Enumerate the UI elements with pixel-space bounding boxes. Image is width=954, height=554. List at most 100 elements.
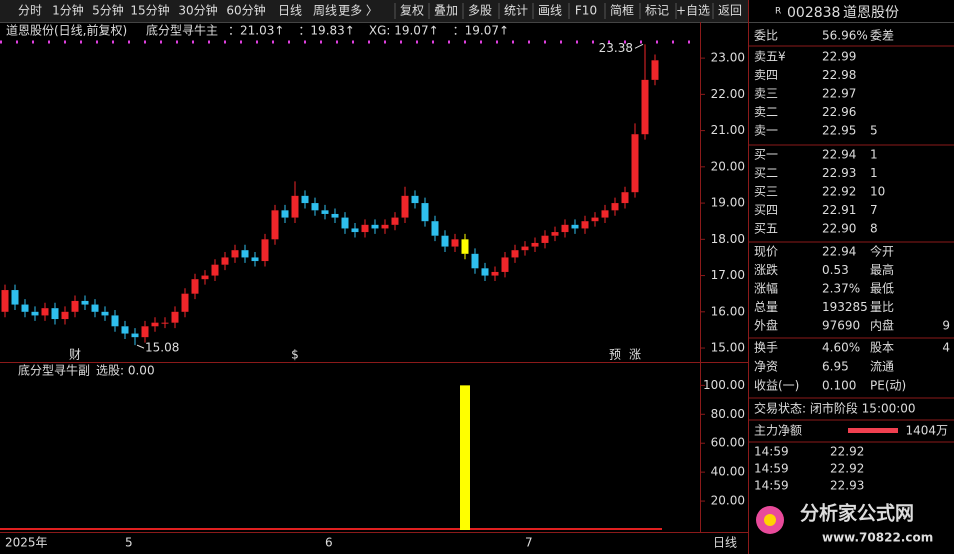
candle-body — [171, 311, 179, 323]
quote-cell: 最高 — [870, 262, 894, 277]
quote-cell: 买四 — [754, 203, 778, 217]
min-pointer — [136, 344, 145, 349]
candle-body — [361, 224, 369, 233]
trade-price: 22.92 — [830, 445, 864, 459]
y-tick-label: 20.00 — [711, 494, 745, 508]
quote-cell: 买一 — [754, 148, 778, 162]
candle-body — [1, 290, 9, 312]
candle-body — [551, 232, 559, 236]
trade-status: 交易状态: 闭市阶段 15:00:00 — [754, 401, 916, 416]
candle-body — [501, 257, 509, 272]
period-tab[interactable]: 分时 — [18, 4, 42, 18]
toolbar-button[interactable]: 统计 — [504, 4, 528, 18]
quote-cell: 56.96% — [822, 29, 868, 43]
period-tab[interactable]: 日线 — [278, 4, 302, 18]
legend-value: ：19.83↑ — [298, 24, 354, 38]
candle-body — [231, 250, 239, 258]
max-pointer — [634, 43, 644, 49]
quote-cell: 7 — [870, 203, 878, 217]
quote-cell: 换手 — [754, 341, 778, 355]
period-tab[interactable]: 周线 — [313, 4, 337, 18]
candle-body — [251, 257, 259, 262]
quote-cell: 1 — [870, 166, 878, 180]
candle-body — [431, 221, 439, 236]
period-tab[interactable]: 更多 〉 — [338, 4, 378, 18]
toolbar-button[interactable]: +自选 — [676, 4, 710, 18]
candle-body — [211, 264, 219, 276]
candle-body — [261, 239, 269, 262]
y-tick-label: 22.00 — [711, 87, 745, 101]
candle-body — [411, 195, 419, 204]
quote-cell: 最低 — [870, 282, 894, 296]
candle-body — [601, 210, 609, 218]
candle-body — [151, 322, 159, 327]
candle-body — [481, 268, 489, 276]
period-tab[interactable]: 5分钟 — [92, 3, 124, 18]
candle-body — [111, 315, 119, 327]
quote-cell: 22.99 — [822, 50, 856, 64]
quote-cell: 流通 — [870, 360, 894, 374]
chart-title: 道恩股份(日线,前复权) — [6, 23, 127, 38]
candle-body — [271, 210, 279, 240]
candle-body — [131, 333, 139, 338]
toolbar-button[interactable]: 画线 — [538, 4, 562, 18]
candle-body — [351, 228, 359, 233]
y-tick-label: 100.00 — [703, 378, 745, 392]
quote-cell: 97690 — [822, 319, 860, 333]
quote-cell: 股本 — [870, 341, 894, 355]
period-tab[interactable]: 1分钟 — [52, 3, 84, 18]
quote-cell: 22.98 — [822, 68, 856, 82]
stock-name: 道恩股份 — [843, 5, 899, 21]
y-tick-label: 16.00 — [711, 304, 745, 318]
quote-cell: 22.94 — [822, 148, 856, 162]
candle-body — [191, 279, 199, 294]
toolbar-button[interactable]: 标记 — [645, 4, 669, 18]
toolbar-button[interactable]: 简框 — [610, 4, 634, 18]
trade-time: 14:59 — [754, 462, 789, 476]
sub-indicator-value: 选股: 0.00 — [96, 364, 155, 378]
candle-body — [101, 311, 109, 316]
toolbar — [0, 0, 748, 22]
quote-cell: 卖一 — [754, 124, 778, 138]
toolbar-button[interactable]: 叠加 — [434, 4, 458, 18]
flow-bar — [848, 428, 898, 433]
watermark-title: 分析家公式网 — [800, 502, 914, 525]
legend-value: ：19.07↑ — [453, 24, 509, 38]
candle-body — [331, 213, 339, 218]
x-tick-label: 6 — [325, 536, 333, 550]
candle-body — [611, 203, 619, 211]
period-tab[interactable]: 15分钟 — [130, 3, 169, 18]
quote-cell: 内盘 — [870, 318, 894, 333]
quote-cell: 22.92 — [822, 185, 856, 199]
quote-cell: 22.96 — [822, 105, 856, 119]
candle-body — [181, 293, 189, 312]
indicator-name: 底分型寻牛主 — [146, 23, 218, 38]
quote-cell: 10 — [870, 185, 885, 199]
quote-cell: 4.60% — [822, 341, 860, 355]
legend-value: XG: 19.07↑ — [369, 24, 439, 38]
quote-cell: 1 — [870, 148, 878, 162]
quote-cell: 8 — [870, 222, 878, 236]
y-tick-label: 15.00 — [711, 341, 745, 355]
period-label: 日线 — [713, 536, 737, 550]
quote-cell: 买二 — [754, 166, 778, 180]
toolbar-button[interactable]: 多股 — [468, 4, 492, 18]
y-tick-label: 18.00 — [711, 232, 745, 246]
quote-cell: 卖二 — [754, 105, 778, 119]
candle-body — [561, 224, 569, 233]
candle-body — [91, 304, 99, 312]
period-tab[interactable]: 60分钟 — [226, 3, 265, 18]
bar — [460, 385, 470, 530]
toolbar-button[interactable]: 返回 — [718, 4, 742, 18]
candle-body — [651, 60, 659, 80]
quote-cell: 6.95 — [822, 360, 849, 374]
candle-body — [121, 326, 129, 334]
watermark: 分析家公式网 www.70822.com — [756, 502, 933, 545]
candle-body — [41, 308, 49, 316]
toolbar-button[interactable]: F10 — [575, 4, 597, 18]
period-tab[interactable]: 30分钟 — [178, 3, 217, 18]
toolbar-button[interactable]: 复权 — [400, 4, 424, 18]
x-tick-label: 7 — [525, 536, 533, 550]
